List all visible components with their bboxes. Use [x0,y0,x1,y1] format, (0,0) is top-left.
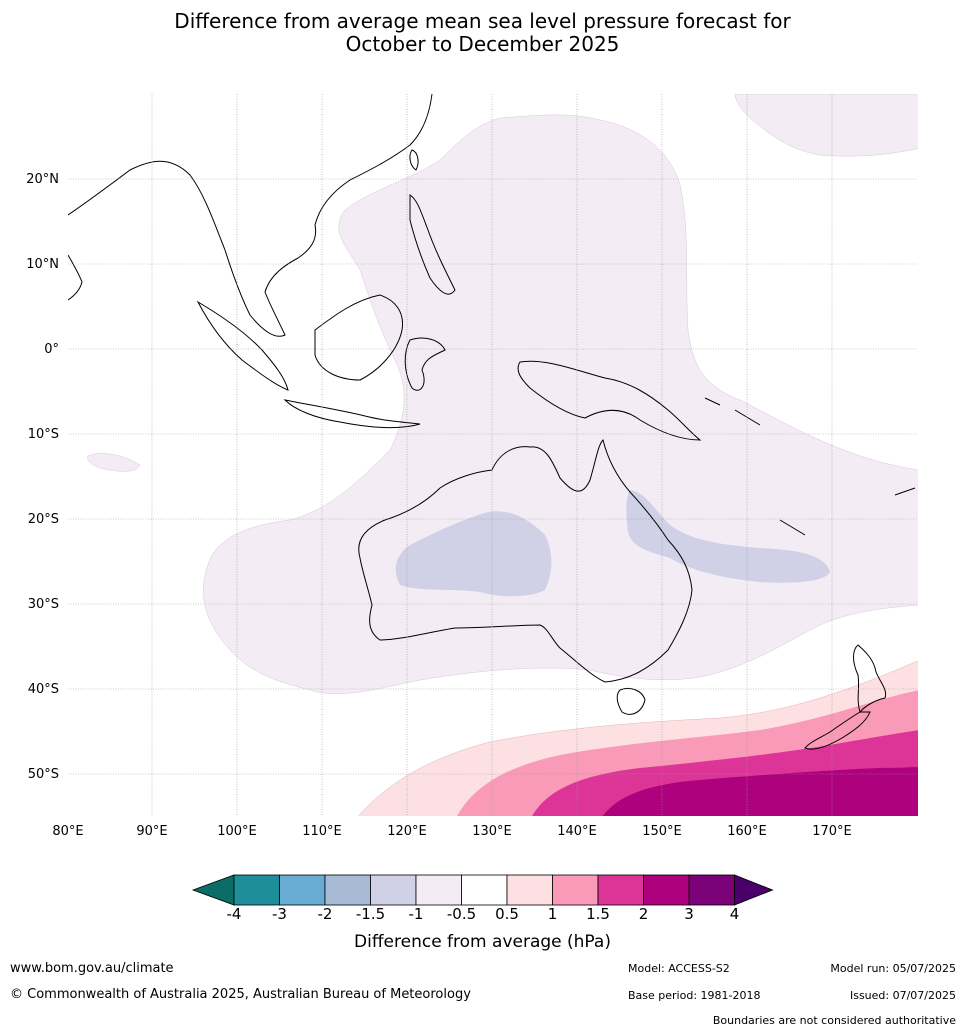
graticule [68,94,918,816]
footer-url[interactable]: www.bom.gov.au/climate [10,961,174,976]
footer-base-period: Base period: 1981-2018 [628,989,761,1002]
title-line-1: Difference from average mean sea level p… [174,9,791,33]
lat-label: 10°N [26,257,59,272]
colorbar-cell [506,874,553,906]
coastlines [68,94,916,750]
lat-label: 0° [44,342,59,357]
footer-disclaimer: Boundaries are not considered authoritat… [712,1014,956,1027]
colorbar-tick-label: 1 [547,905,558,923]
footer-copyright: © Commonwealth of Australia 2025, Austra… [10,987,471,1002]
anomaly-region-light-lavender [203,114,918,695]
colorbar-tick-label: 0.5 [495,905,519,923]
lon-label: 120°E [387,824,427,839]
colorbar-tick-label: 4 [729,905,740,923]
colorbar-cell [461,874,508,906]
anomaly-region-light-lavender-west [87,453,141,472]
footer-issued: Issued: 07/07/2025 [849,989,956,1002]
title-line-2: October to December 2025 [345,32,620,56]
borneo-coastline [314,294,404,381]
colorbar-tick-label: -1.5 [355,905,386,923]
taiwan-coastline [409,149,419,171]
sulawesi-coastline [404,337,446,391]
colorbar-label: Difference from average (hPa) [354,932,611,952]
tasmania-coastline [616,687,646,715]
india-coastline [68,254,83,301]
lon-label: 140°E [557,824,597,839]
lon-label: 160°E [727,824,767,839]
lat-label: 40°S [28,682,59,697]
colorbar-tick-label: -0.5 [446,905,477,923]
colorbar-tick-label: -2 [317,905,333,923]
lon-label: 110°E [302,824,342,839]
java-coastline [283,399,421,429]
colorbar-cell [597,874,644,906]
colorbar-tick-label: -3 [272,905,287,923]
lat-label: 20°N [26,172,59,187]
lat-label: 50°S [28,767,59,782]
pacific-islands-coastline [704,397,916,536]
lat-label: 10°S [28,427,59,442]
map-title: Difference from average mean sea level p… [0,10,965,56]
colorbar-tick-label: -1 [408,905,424,923]
lon-label: 130°E [472,824,512,839]
colorbar [191,874,774,906]
colorbar-tick-label: -4 [226,905,242,923]
colorbar-cell [279,874,326,906]
lon-label: 150°E [642,824,682,839]
lon-label: 80°E [52,824,83,839]
lat-label: 30°S [28,597,59,612]
asia-mainland-coastline [68,94,433,337]
colorbar-cell [233,874,280,906]
new-guinea-coastline [517,360,702,441]
lon-label: 170°E [812,824,852,839]
colorbar-extend-low [191,874,235,906]
australia-coastline [358,439,693,683]
new-zealand-north-coastline [853,644,887,713]
anomaly-region-2-3 [602,767,918,816]
colorbar-cell [324,874,371,906]
colorbar-cell [688,874,735,906]
sumatra-coastline [196,300,289,391]
anomaly-region-light-lavender-ne [734,94,918,157]
anomaly-region-lavender-coral-sea [626,490,830,583]
forecast-map: 80°E 90°E 100°E 110°E 120°E 130°E 140°E … [26,94,918,839]
footer-model-run: Model run: 05/07/2025 [830,962,956,975]
colorbar-tick-label: 2 [638,905,649,923]
colorbar-tick-label: 3 [684,905,694,923]
lon-label: 100°E [217,824,257,839]
anomaly-fields [87,94,918,816]
lat-label: 20°S [28,512,59,527]
colorbar-cell [552,874,599,906]
new-zealand-south-coastline [804,711,871,750]
philippines-coastline [409,194,456,295]
colorbar-cell [370,874,417,906]
footer-model: Model: ACCESS-S2 [628,962,730,975]
colorbar-extend-high [734,874,774,906]
lon-label: 90°E [136,824,167,839]
lon-tick-labels: 80°E 90°E 100°E 110°E 120°E 130°E 140°E … [52,824,851,839]
colorbar-cell [415,874,462,906]
colorbar-tick-label: 1.5 [586,905,610,923]
lat-tick-labels: 20°N 10°N 0° 10°S 20°S 30°S 40°S 50°S [26,172,59,782]
anomaly-region-lavender-australia [395,511,552,597]
colorbar-cell [643,874,690,906]
